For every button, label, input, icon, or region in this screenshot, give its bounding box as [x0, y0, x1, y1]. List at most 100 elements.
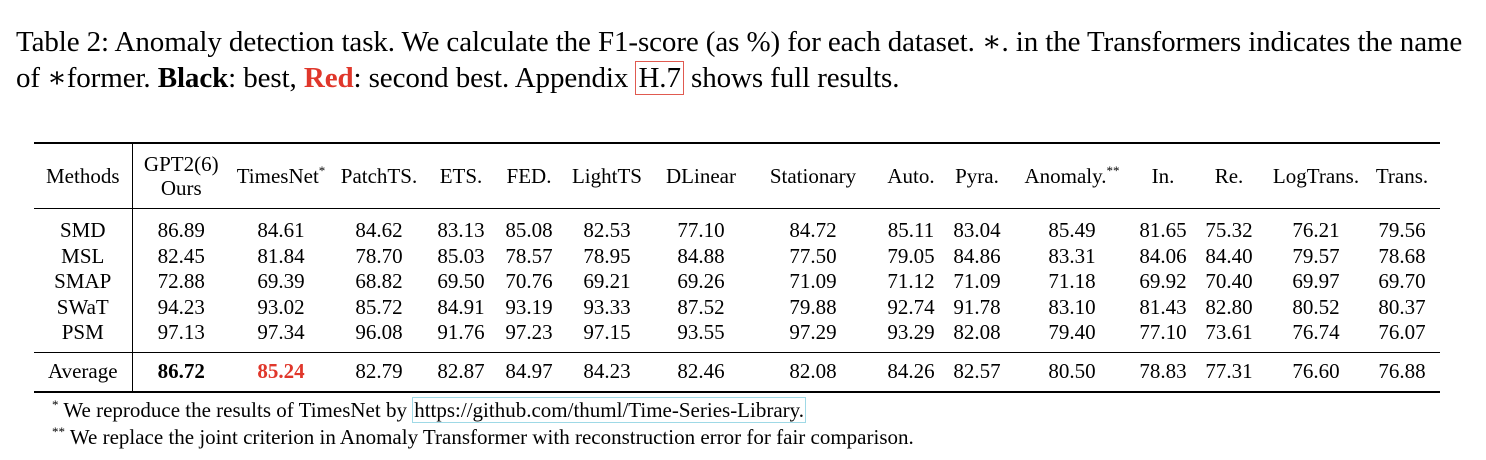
- table-cell: 71.09: [953, 269, 1001, 294]
- table-cell: 69.39: [257, 269, 305, 294]
- average-cell-second-best: 85.24: [230, 351, 332, 393]
- table-cell: 78.68: [1378, 243, 1426, 268]
- table-row: SWaT 94.23 93.02 85.72 84.91 93.19 93.33 87.52 7…: [34, 294, 1440, 320]
- caption-part4: shows full results.: [683, 62, 900, 94]
- table-cell: 79.57: [1292, 243, 1340, 268]
- table-cell: 76.74: [1292, 320, 1340, 345]
- table-cell: 82.45: [157, 243, 205, 268]
- table-cell: 70.40: [1205, 269, 1253, 294]
- table-cell: 68.82: [355, 269, 403, 294]
- table-cell: 80.37: [1378, 294, 1426, 319]
- table-cell: 91.78: [953, 294, 1001, 319]
- table-cell: 77.10: [1139, 320, 1187, 345]
- table-cell: 87.52: [677, 294, 725, 319]
- table-cell: 91.76: [437, 320, 485, 345]
- table-cell: 70.76: [505, 269, 553, 294]
- caption-red-label: Red: [303, 62, 354, 94]
- header-logtrans: LogTrans.: [1268, 142, 1364, 209]
- average-cell: 84.26: [876, 351, 946, 393]
- table-cell: 75.32: [1205, 218, 1253, 243]
- header-dlinear: DLinear: [652, 142, 750, 209]
- header-timesnet: TimesNet*: [230, 142, 332, 209]
- table-row: MSL 82.45 81.84 78.70 85.03 78.57 78.95 84.88 77…: [34, 243, 1440, 269]
- table-cell: 97.13: [157, 320, 205, 345]
- table-cell: 86.89: [157, 218, 205, 243]
- repo-link[interactable]: https://github.com/thuml/Time-Series-Lib…: [412, 397, 807, 423]
- table-cell: 83.13: [437, 218, 485, 243]
- header-stationary: Stationary: [750, 142, 876, 209]
- table-cell: 93.02: [257, 294, 305, 319]
- average-cell: 76.88: [1364, 351, 1440, 393]
- average-cell: 78.83: [1136, 351, 1190, 393]
- table-cell: 84.62: [355, 218, 403, 243]
- table-cell: 94.23: [157, 294, 205, 319]
- row-dataset-name: PSM: [34, 320, 133, 352]
- table-cell: 69.21: [583, 269, 631, 294]
- table-cell: 78.57: [505, 243, 553, 268]
- table-cell: 77.50: [789, 243, 837, 268]
- appendix-link[interactable]: H.7: [635, 61, 684, 95]
- footnote-1: * We reproduce the results of TimesNet b…: [52, 397, 914, 424]
- table-cell: 84.61: [257, 218, 305, 243]
- table-cell: 96.08: [355, 320, 403, 345]
- header-lightts: LightTS: [562, 142, 652, 209]
- header-ets: ETS.: [426, 142, 496, 209]
- table-cell: 79.56: [1378, 218, 1426, 243]
- footnote-1-mark: *: [52, 397, 59, 412]
- table-cell: 83.10: [1048, 294, 1096, 319]
- caption-black-label: Black: [157, 62, 229, 94]
- table-cell: 84.88: [677, 243, 725, 268]
- row-dataset-name: SMAP: [34, 269, 133, 295]
- table-cell: 85.72: [355, 294, 403, 319]
- average-cell: 82.79: [332, 351, 426, 393]
- table-cell: 83.31: [1048, 243, 1096, 268]
- table-cell: 79.40: [1048, 320, 1096, 345]
- table-cell: 85.03: [437, 243, 485, 268]
- header-methods: Methods: [34, 142, 133, 209]
- table-body: SMD 86.89 84.61 84.62 83.13 85.08 82.53 77.10 84…: [34, 208, 1440, 352]
- footnote-2: ** We replace the joint criterion in Ano…: [52, 424, 914, 451]
- header-gpt2-line2: Ours: [160, 176, 202, 200]
- footnote-2-mark: **: [52, 424, 65, 439]
- header-pyra: Pyra.: [946, 142, 1008, 209]
- table-cell: 71.09: [789, 269, 837, 294]
- row-dataset-name: SMD: [34, 208, 133, 244]
- table-cell: 78.95: [583, 243, 631, 268]
- table-cell: 73.61: [1205, 320, 1253, 345]
- average-cell: 82.57: [946, 351, 1008, 393]
- table-cell: 78.70: [355, 243, 403, 268]
- row-dataset-name: MSL: [34, 243, 133, 269]
- table-cell: 79.88: [789, 294, 837, 319]
- table-cell: 97.15: [583, 320, 631, 345]
- header-anomaly: Anomaly.**: [1008, 142, 1136, 209]
- table-cell: 81.84: [257, 243, 305, 268]
- table-cell: 84.40: [1205, 243, 1253, 268]
- table-cell: 85.49: [1048, 218, 1096, 243]
- table-cell: 81.65: [1139, 218, 1187, 243]
- table-cell: 93.33: [583, 294, 631, 319]
- average-cell: 77.31: [1190, 351, 1268, 393]
- table-cell: 97.23: [505, 320, 553, 345]
- table-cell: 79.05: [887, 243, 935, 268]
- table-cell: 69.92: [1139, 269, 1187, 294]
- header-in: In.: [1136, 142, 1190, 209]
- table-cell: 69.70: [1378, 269, 1426, 294]
- table-cell: 72.88: [157, 269, 205, 294]
- footnotes: * We reproduce the results of TimesNet b…: [52, 397, 914, 451]
- table-cell: 81.43: [1139, 294, 1187, 319]
- row-dataset-name: SWaT: [34, 294, 133, 320]
- header-gpt2: GPT2(6) Ours: [132, 142, 230, 209]
- results-table-container: Methods GPT2(6) Ours TimesNet* PatchTS. E…: [34, 142, 1440, 393]
- table-cell: 93.19: [505, 294, 553, 319]
- table-cell: 71.12: [887, 269, 935, 294]
- table-cell: 92.74: [887, 294, 935, 319]
- header-row: Methods GPT2(6) Ours TimesNet* PatchTS. E…: [34, 142, 1440, 209]
- table-cell: 85.11: [887, 218, 935, 243]
- average-cell: 82.46: [652, 351, 750, 393]
- table-cell: 93.55: [677, 320, 725, 345]
- header-patchts: PatchTS.: [332, 142, 426, 209]
- caption-part2: : best,: [228, 62, 304, 94]
- average-row: Average 86.72 85.24 82.79 82.87 84.97 84.23 82.…: [34, 351, 1440, 393]
- table-row: SMD 86.89 84.61 84.62 83.13 85.08 82.53 77.10 84…: [34, 208, 1440, 244]
- header-anomaly-label: Anomaly.: [1024, 163, 1107, 188]
